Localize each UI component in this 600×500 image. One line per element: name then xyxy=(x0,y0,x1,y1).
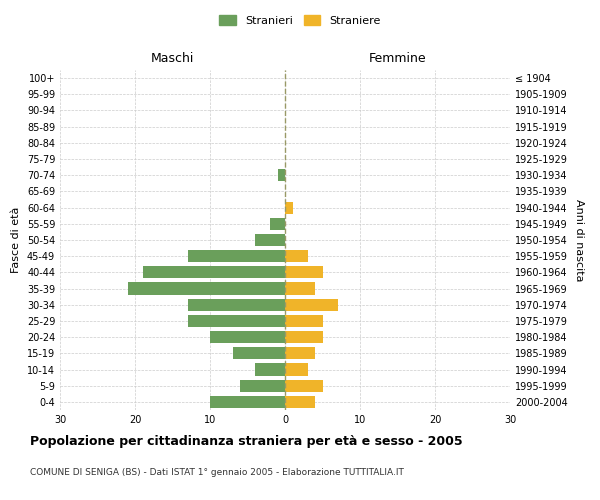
Bar xyxy=(210,331,285,343)
Bar xyxy=(285,202,293,213)
Y-axis label: Anni di nascita: Anni di nascita xyxy=(574,198,584,281)
Bar xyxy=(285,282,315,294)
Bar xyxy=(240,380,285,392)
Bar xyxy=(210,396,285,408)
Text: COMUNE DI SENIGA (BS) - Dati ISTAT 1° gennaio 2005 - Elaborazione TUTTITALIA.IT: COMUNE DI SENIGA (BS) - Dati ISTAT 1° ge… xyxy=(30,468,404,477)
Bar xyxy=(143,266,285,278)
Bar xyxy=(285,380,323,392)
Bar xyxy=(285,364,308,376)
Bar xyxy=(285,348,315,360)
Bar xyxy=(285,396,315,408)
Y-axis label: Fasce di età: Fasce di età xyxy=(11,207,21,273)
Bar xyxy=(285,298,337,311)
Bar xyxy=(128,282,285,294)
Bar xyxy=(285,266,323,278)
Bar xyxy=(285,331,323,343)
Bar xyxy=(277,169,285,181)
Bar xyxy=(270,218,285,230)
Bar xyxy=(233,348,285,360)
Bar xyxy=(285,315,323,327)
Bar xyxy=(187,298,285,311)
Legend: Stranieri, Straniere: Stranieri, Straniere xyxy=(215,10,385,30)
Bar xyxy=(187,315,285,327)
Bar xyxy=(285,250,308,262)
Text: Popolazione per cittadinanza straniera per età e sesso - 2005: Popolazione per cittadinanza straniera p… xyxy=(30,435,463,448)
Bar xyxy=(255,234,285,246)
Bar xyxy=(187,250,285,262)
Bar xyxy=(255,364,285,376)
